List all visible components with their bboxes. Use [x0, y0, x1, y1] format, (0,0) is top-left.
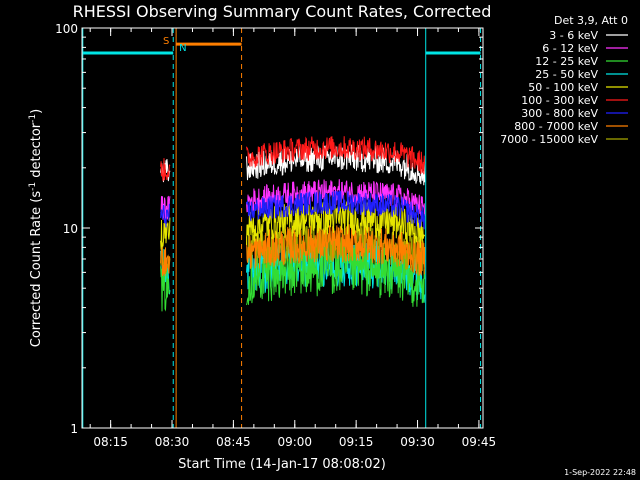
series-trace-7-a [160, 203, 171, 228]
legend-label-4: 25 - 50 keV [535, 68, 598, 81]
x-tick-label-3: 08:45 [216, 435, 251, 449]
footer-date: 1-Sep-2022 22:48 [564, 468, 636, 477]
chart-title: RHESSI Observing Summary Count Rates, Co… [73, 2, 492, 21]
legend-label-3: 12 - 25 keV [535, 55, 598, 68]
axis-layer: 08:15 08:30 08:45 09:00 09:15 09:30 09:45 1 10 10… [55, 22, 496, 449]
x-tick-label-4: 09:00 [277, 435, 312, 449]
legend-title: Det 3,9, Att 0 [554, 14, 628, 27]
series-trace-5-a [160, 217, 171, 250]
x-tick-label-2: 08:30 [155, 435, 190, 449]
legend-label-8: 800 - 7000 keV [514, 120, 598, 133]
y-tick-label-3: 100 [55, 22, 78, 36]
series-trace-6-b [246, 136, 426, 175]
y-tick-label-2: 10 [63, 222, 78, 236]
legend-label-9: 7000 - 15000 keV [500, 133, 598, 146]
series-trace-3-a [160, 262, 171, 312]
legend-label-5: 50 - 100 keV [528, 81, 598, 94]
legend-label-2: 6 - 12 keV [542, 42, 598, 55]
series-trace-2-a [160, 195, 171, 222]
x-tick-label-6: 09:30 [400, 435, 435, 449]
x-tick-label-5: 09:15 [339, 435, 374, 449]
y-tick-label-1: 1 [70, 422, 78, 436]
series-trace-6-a [160, 158, 171, 182]
series-trace-8-a [160, 246, 171, 277]
x-tick-label-7: 09:45 [462, 435, 497, 449]
series-trace-3-b [246, 243, 426, 307]
x-axis-label: Start Time (14-Jan-17 08:08:02) [178, 457, 386, 472]
series-trace-8-b [246, 224, 426, 276]
data-layer [160, 136, 426, 312]
x-tick-label-1: 08:15 [93, 435, 128, 449]
y-axis-label: Corrected Count Rate (s-1 detector-1) [28, 109, 44, 347]
legend-label-6: 100 - 300 keV [521, 94, 598, 107]
saa-marker-n: N [179, 43, 186, 54]
saa-marker-s: S [163, 36, 169, 47]
series-trace-7-b [246, 190, 426, 230]
legend-label-7: 300 - 800 keV [521, 107, 598, 120]
legend-label-1: 3 - 6 keV [549, 29, 598, 42]
